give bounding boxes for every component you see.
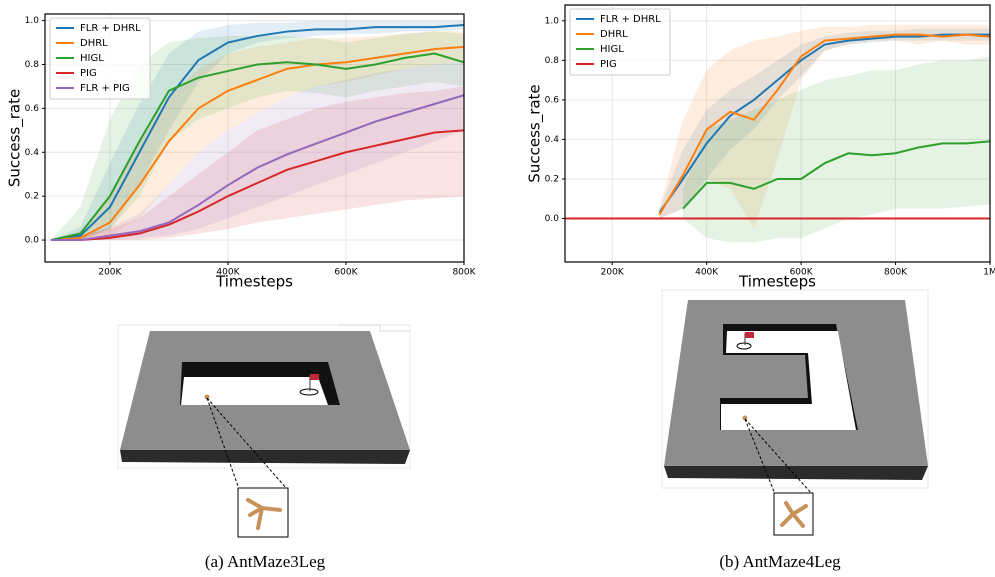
maze-4leg-image [661,289,929,536]
plot-area [45,14,464,262]
x-tick-label: 200K [98,268,122,278]
legend: FLR + DHRL DHRL HIGL PIG [569,8,671,76]
x-tick-label: 400K [695,268,719,278]
legend-label: FLR + DHRL [80,23,141,34]
series-line [50,45,464,242]
x-axis-label: Timesteps [215,273,293,291]
y-tick-label: 0.0 [25,236,40,246]
confidence-band [50,31,464,241]
x-tick-label: 400K [216,268,240,278]
x-tick-label: 800K [452,268,476,278]
plot-frame [564,4,991,263]
series-line [50,129,464,242]
series-line [50,23,464,242]
y-tick-label: 0.6 [545,95,560,105]
legend-box [569,8,671,76]
x-tick-label: 800K [884,268,908,278]
plot-area [565,5,990,262]
series-line [50,94,464,242]
y-tick-label: 1.0 [25,16,40,26]
legend-label: DHRL [80,38,108,49]
confidence-band [683,56,990,243]
y-tick-label: 0.4 [545,135,560,145]
x-axis-label: Timesteps [738,273,816,291]
y-tick-label: 0.4 [25,148,40,158]
legend-label: PIG [80,68,97,79]
confidence-band [659,28,990,219]
y-tick-label: 0.8 [25,60,40,70]
confidence-band [50,31,464,241]
caption: (b) AntMaze4Leg [719,552,841,571]
series-line [682,140,990,210]
caption: (a) AntMaze3Leg [205,552,326,571]
y-tick-label: 0.8 [545,56,560,66]
legend-label: FLR + PIG [80,83,130,94]
x-tick-label: 1M [983,268,995,278]
y-tick-label: 0.0 [545,214,560,224]
legend-label: PIG [600,59,617,70]
y-axis-label: Success_rate [526,84,545,182]
legend-label: HIGL [600,44,624,55]
x-tick-label: 200K [601,268,625,278]
y-axis-label: Success_rate [6,89,25,187]
legend: FLR + DHRL DHRL HIGL PIG FLR + PIG [49,17,151,100]
x-tick-label: 600K [790,268,814,278]
y-tick-label: 0.2 [25,192,39,202]
legend-label: FLR + DHRL [600,14,661,25]
confidence-band [50,86,464,241]
confidence-band [50,60,464,241]
maze-3leg-image [117,324,411,538]
legend-label: HIGL [80,53,104,64]
legend-label: DHRL [600,29,628,40]
y-tick-label: 0.6 [25,104,40,114]
legend-box [49,17,151,100]
series-line [50,52,464,242]
y-tick-label: 1.0 [545,16,560,26]
series-line [658,33,990,216]
plot-frame [44,13,465,263]
confidence-band [659,24,990,229]
x-tick-label: 600K [334,268,358,278]
y-tick-label: 0.2 [545,174,559,184]
